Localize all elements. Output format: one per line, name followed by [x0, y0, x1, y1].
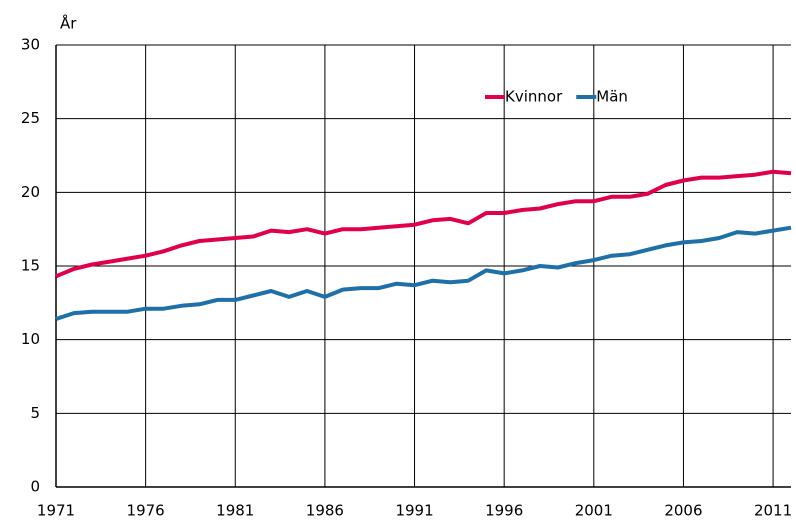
y-tick-label: 10: [21, 330, 40, 348]
data-line: [55, 169, 792, 279]
x-tick-label: 1991: [395, 502, 433, 520]
x-tick-label: 2006: [664, 502, 702, 520]
x-tick-label: 1981: [216, 502, 254, 520]
y-tick-label: 30: [21, 36, 40, 54]
legend-label: Män: [596, 88, 628, 106]
x-tick-label: 1986: [306, 502, 344, 520]
y-axis-label: År: [60, 14, 77, 33]
x-tick-label: 2001: [575, 502, 613, 520]
y-tick-label: 20: [21, 183, 40, 201]
data-line: [55, 225, 792, 321]
x-tick-label: 1971: [37, 502, 75, 520]
legend-label: Kvinnor: [505, 88, 563, 106]
x-tick-label: 1976: [127, 502, 165, 520]
y-tick-label: 25: [21, 109, 40, 127]
y-tick-label: 15: [21, 257, 40, 275]
x-tick-label: 1996: [485, 502, 523, 520]
y-tick-label: 5: [30, 404, 40, 422]
x-tick-label: 2011: [754, 502, 792, 520]
y-tick-label: 0: [30, 478, 40, 496]
